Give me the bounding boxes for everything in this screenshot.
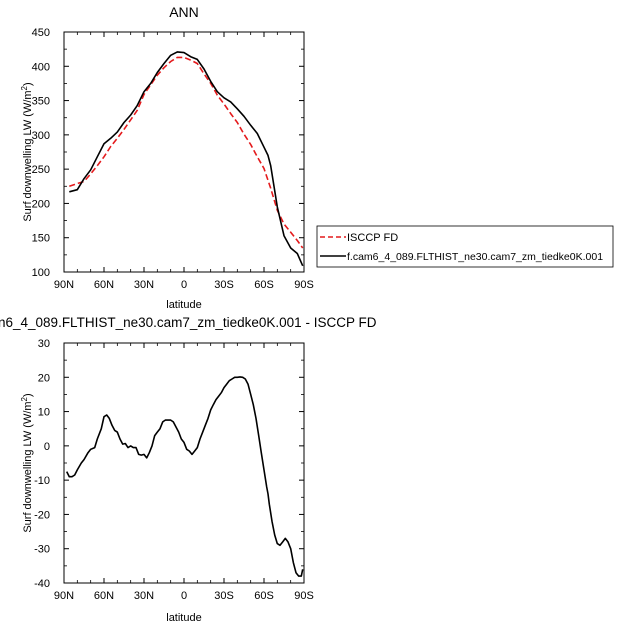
panel1-x-tick-label: 30N [134, 279, 154, 291]
panel2-x-tick-label: 90N [54, 590, 74, 602]
panel2-plot-frame [63, 342, 305, 584]
panel2-series [65, 376, 304, 577]
climatology-panel: ANN Surf downwelling LW (W/m2) latitude … [20, 4, 314, 311]
legend: ISCCP FD f.cam6_4_089.FLTHIST_ne30.cam7_… [316, 225, 614, 268]
panel2-y-tick-label: 0 [44, 441, 50, 453]
panel2-ylabel-close: ) [22, 393, 34, 397]
panel1-series [69, 51, 304, 267]
panel2-x-tick-label: 60S [254, 590, 274, 602]
panel1-xlabel: latitude [166, 299, 201, 311]
legend-box [316, 225, 614, 268]
panel1-x-tick-label: 60S [254, 279, 274, 291]
panel2-x-tick-label: 30S [214, 590, 234, 602]
panel2-y-tick-label: -40 [34, 578, 50, 590]
panel2-series-line-0 [65, 376, 304, 577]
panel1-ylabel: Surf downwelling LW (W/m2) [20, 82, 34, 221]
panel1-y-tick-label: 150 [32, 233, 50, 245]
panel2-x-tick-label: 60N [94, 590, 114, 602]
panel2-y-tick-label: -30 [34, 544, 50, 556]
panel2-y-tick-label: 10 [38, 407, 50, 419]
difference-panel: n6_4_089.FLTHIST_ne30.cam7_zm_tiedke0K.0… [0, 315, 377, 624]
panel1-y-tick-label: 200 [32, 198, 50, 210]
panel1-x-tick-label: 90S [294, 279, 314, 291]
panel1-series-line-0 [69, 56, 304, 249]
panel1-x-tick-label: 0 [181, 279, 187, 291]
panel1-y-tick-label: 250 [32, 164, 50, 176]
panel1-x-tick-labels: 90N 60N 30N 0 30S 60S 90S [54, 279, 314, 291]
panel1-ylabel-main: Surf downwelling LW (W/m [22, 90, 34, 221]
panel2-ylabel-sup: 2 [20, 396, 29, 401]
panel1-y-tick-label: 350 [32, 96, 50, 108]
panel2-ylabel-main: Surf downwelling LW (W/m [22, 401, 34, 532]
legend-label-isccp: ISCCP FD [347, 232, 398, 244]
panel1-x-tick-label: 90N [54, 279, 74, 291]
panel1-y-tick-label: 450 [32, 27, 50, 39]
panel1-y-tick-labels: 100 150 200 250 300 350 400 450 [32, 27, 50, 279]
panel2-y-tick-label: 30 [38, 338, 50, 350]
panel2-x-tick-label: 30N [134, 590, 154, 602]
panel1-y-tick-label: 100 [32, 267, 50, 279]
panel2-x-tick-labels: 90N 60N 30N 0 30S 60S 90S [54, 590, 314, 602]
panel2-y-tick-label: -20 [34, 509, 50, 521]
panel1-ylabel-sup: 2 [20, 85, 29, 90]
panel2-y-tick-labels: -40 -30 -20 -10 0 10 20 30 [34, 338, 50, 590]
legend-label-model: f.cam6_4_089.FLTHIST_ne30.cam7_zm_tiedke… [347, 251, 603, 263]
panel2-y-tick-label: 20 [38, 372, 50, 384]
panel1-y-tick-label: 400 [32, 61, 50, 73]
panel2-ticks [63, 342, 305, 584]
panel2-ylabel: Surf downwelling LW (W/m2) [20, 393, 34, 532]
panel1-plot-frame [63, 31, 305, 273]
panel2-xlabel: latitude [166, 612, 201, 624]
panel1-title: ANN [169, 4, 199, 20]
panel2-x-tick-label: 0 [181, 590, 187, 602]
panel1-x-tick-label: 60N [94, 279, 114, 291]
panel2-title: n6_4_089.FLTHIST_ne30.cam7_zm_tiedke0K.0… [0, 315, 377, 330]
panel1-ylabel-close: ) [22, 82, 34, 86]
panel2-y-tick-label: -10 [34, 475, 50, 487]
panel1-x-tick-label: 30S [214, 279, 234, 291]
panel1-series-line-1 [69, 51, 304, 267]
panel2-x-tick-label: 90S [294, 590, 314, 602]
panel1-ticks [63, 31, 305, 273]
panel1-y-tick-label: 300 [32, 130, 50, 142]
